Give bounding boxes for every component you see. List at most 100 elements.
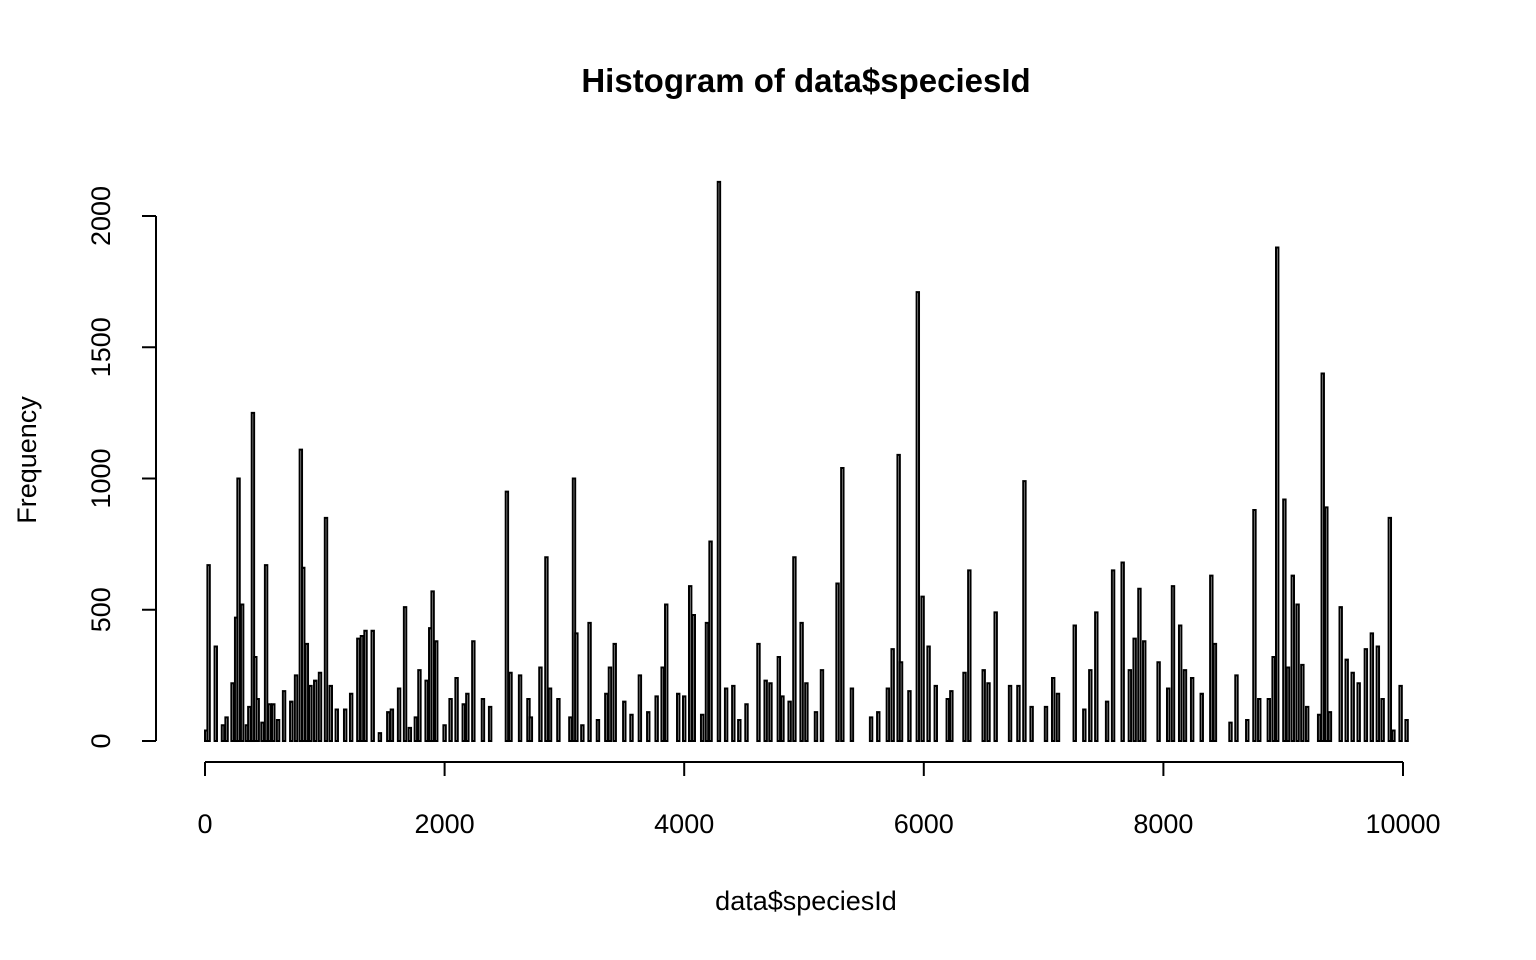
histogram-bar bbox=[1029, 705, 1034, 743]
histogram-bar bbox=[255, 698, 260, 742]
x-tick-label: 6000 bbox=[894, 809, 954, 839]
histogram-bar bbox=[275, 719, 281, 742]
histogram-bar bbox=[1094, 611, 1099, 743]
histogram-bar bbox=[413, 716, 419, 743]
y-axis: 0 500 1000 1500 2000 bbox=[86, 186, 157, 749]
histogram-bar bbox=[348, 692, 354, 742]
histogram-bar bbox=[1320, 372, 1325, 742]
histogram-bar bbox=[442, 724, 447, 742]
histogram-bar bbox=[424, 679, 429, 743]
histogram-bar bbox=[1338, 606, 1343, 743]
histogram-bar bbox=[1072, 624, 1077, 742]
histogram-bar bbox=[890, 648, 895, 743]
histogram-bar bbox=[1375, 645, 1381, 742]
histogram-bar bbox=[1082, 708, 1087, 742]
histogram-bar bbox=[236, 477, 241, 742]
x-tick-label: 10000 bbox=[1365, 809, 1440, 839]
histogram-bar bbox=[776, 656, 782, 742]
histogram-bar bbox=[1142, 640, 1147, 742]
histogram-bar bbox=[293, 674, 299, 743]
histogram-bar bbox=[1043, 705, 1049, 743]
histogram-bar bbox=[849, 687, 855, 742]
histogram-bar bbox=[301, 566, 306, 742]
histogram-bar bbox=[1295, 603, 1300, 742]
histogram-bar bbox=[587, 621, 592, 743]
histogram-bar bbox=[664, 603, 669, 742]
histogram-bar bbox=[386, 711, 391, 743]
histogram-bar bbox=[607, 666, 613, 742]
histogram-bar bbox=[313, 679, 318, 743]
histogram-bar bbox=[1209, 574, 1214, 743]
histogram-bar bbox=[907, 690, 912, 743]
histogram-bar bbox=[682, 695, 687, 743]
histogram-bar bbox=[544, 556, 549, 742]
histogram-bar bbox=[787, 700, 792, 743]
histogram-bar bbox=[967, 569, 972, 743]
histogram-bar bbox=[528, 716, 534, 743]
histogram-bar bbox=[1282, 498, 1287, 742]
histogram-bar bbox=[629, 713, 634, 742]
histogram-bar bbox=[813, 711, 819, 743]
histogram-bar bbox=[263, 564, 269, 743]
histogram-bar bbox=[1170, 585, 1176, 743]
histogram-bar bbox=[317, 671, 323, 742]
histogram-bar bbox=[986, 682, 991, 742]
histogram-bar bbox=[708, 540, 713, 742]
histogram-bar bbox=[465, 692, 470, 742]
histogram-bar bbox=[568, 716, 573, 743]
histogram-bar bbox=[504, 490, 510, 743]
histogram-bar bbox=[737, 719, 742, 742]
histogram-bar bbox=[1212, 642, 1218, 743]
histogram-bar bbox=[377, 732, 383, 743]
histogram-bar bbox=[1132, 637, 1137, 743]
histogram-bar bbox=[1252, 509, 1257, 742]
histogram-bar bbox=[1285, 666, 1291, 742]
histogram-bar bbox=[538, 666, 543, 742]
y-tick-label: 0 bbox=[86, 733, 116, 748]
histogram-bar bbox=[1363, 648, 1369, 743]
histogram-bar bbox=[993, 611, 998, 743]
histogram-bar bbox=[704, 621, 710, 743]
histogram-bar bbox=[595, 719, 601, 742]
histogram-bar bbox=[1007, 684, 1013, 743]
histogram-bars bbox=[204, 180, 1409, 743]
histogram-bar bbox=[1257, 698, 1262, 742]
histogram-bar bbox=[1369, 632, 1375, 743]
histogram-bar bbox=[220, 724, 226, 742]
histogram-bar bbox=[885, 687, 891, 742]
histogram-bar bbox=[359, 635, 365, 742]
histogram-bar bbox=[1055, 692, 1061, 742]
histogram-bar bbox=[604, 692, 609, 742]
histogram-bar bbox=[1300, 663, 1305, 743]
histogram-bar bbox=[1275, 246, 1280, 742]
histogram-bar bbox=[370, 629, 375, 742]
histogram-bar bbox=[768, 682, 773, 742]
histogram-bar bbox=[962, 671, 967, 742]
histogram-bar bbox=[289, 700, 294, 743]
histogram-bar bbox=[835, 582, 840, 742]
histogram-bar bbox=[260, 721, 265, 743]
histogram-bar bbox=[744, 703, 749, 742]
histogram-bar bbox=[1137, 587, 1142, 742]
histogram-bar bbox=[1088, 669, 1093, 743]
histogram-bar bbox=[637, 674, 643, 743]
histogram-bar bbox=[949, 690, 954, 743]
histogram-bar bbox=[206, 564, 211, 743]
histogram-bar bbox=[1316, 713, 1322, 742]
histogram-bar bbox=[896, 453, 901, 743]
histogram-bar bbox=[1189, 677, 1195, 742]
x-tick-label: 0 bbox=[197, 809, 212, 839]
histogram-bar bbox=[239, 603, 245, 742]
histogram-bar bbox=[691, 614, 696, 742]
histogram-bar bbox=[571, 477, 577, 742]
histogram-bar bbox=[1110, 569, 1116, 743]
x-axis: 0 2000 4000 6000 8000 10000 bbox=[197, 761, 1441, 839]
histogram-bar bbox=[646, 711, 651, 743]
histogram-bar bbox=[430, 590, 435, 743]
histogram-bar bbox=[1391, 729, 1396, 742]
histogram-bar bbox=[1344, 658, 1349, 743]
histogram-bar bbox=[1356, 682, 1361, 742]
histogram-bar bbox=[1266, 698, 1272, 742]
histogram-bar bbox=[731, 684, 736, 743]
